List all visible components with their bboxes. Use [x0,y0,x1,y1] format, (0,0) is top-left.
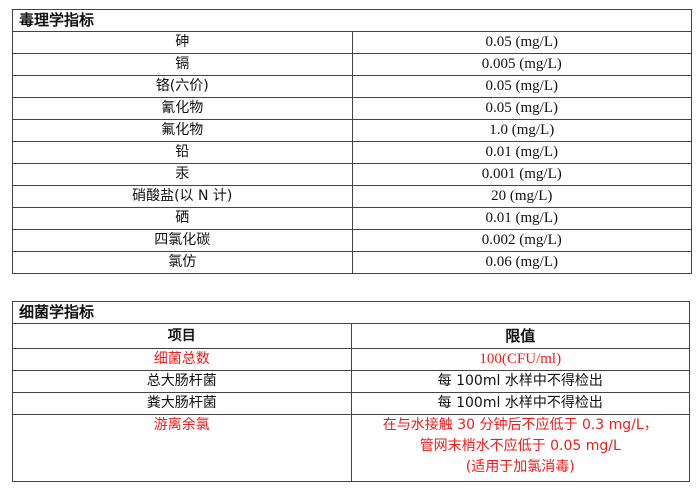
limit-cell: 每 100ml 水样中不得检出 [350,392,690,415]
limit-cell: 每 100ml 水样中不得检出 [350,370,690,393]
item-cell: 氰化物 [12,97,353,120]
limit-cell: 0.001 (mg/L) [351,163,692,186]
item-cell: 砷 [12,31,353,54]
limit-cell: 在与水接触 30 分钟后不应低于 0.3 mg/L， 管网末梢水不应低于 0.0… [350,414,690,482]
item-cell: 细菌总数 [12,348,352,371]
limit-cell: 0.01 (mg/L) [351,207,692,230]
limit-cell: 0.01 (mg/L) [351,141,692,164]
limit-cell: 0.06 (mg/L) [351,251,692,274]
table-row: 铬(六价) 0.05 (mg/L) [12,75,692,98]
item-cell: 镉 [12,53,353,76]
item-cell: 铬(六价) [12,75,353,98]
toxicology-table: 毒理学指标 砷 0.05 (mg/L) 镉 0.005 (mg/L) 铬(六价) 0.05… [12,9,692,274]
table-row: 氯仿 0.06 (mg/L) [12,251,692,274]
limit-cell: 1.0 (mg/L) [351,119,692,142]
table-row: 粪大肠杆菌每 100ml 水样中不得检出 [12,392,690,415]
item-cell: 总大肠杆菌 [12,370,352,393]
bacteriology-table: 细菌学指标 项目 限值 细菌总数 100(CFU/ml) 总大肠杆菌每 100ml … [12,301,690,482]
item-cell: 游离余氯 [12,414,352,482]
column-header-item: 项目 [12,323,352,349]
item-cell: 粪大肠杆菌 [12,392,352,415]
limit-cell: 0.05 (mg/L) [351,75,692,98]
item-cell: 四氯化碳 [12,229,353,252]
column-header-limit: 限值 [350,323,690,349]
limit-cell: 20 (mg/L) [351,185,692,208]
limit-cell: 0.05 (mg/L) [351,31,692,54]
limit-cell: 0.002 (mg/L) [351,229,692,252]
table-row: 硒 0.01 (mg/L) [12,207,692,230]
item-cell: 硒 [12,207,353,230]
limit-line: 管网末梢水不应低于 0.05 mg/L [419,438,621,454]
table-row: 细菌总数 100(CFU/ml) [12,348,690,371]
table-row: 四氯化碳 0.002 (mg/L) [12,229,692,252]
table-row: 铅 0.01 (mg/L) [12,141,692,164]
item-cell: 硝酸盐(以 N 计) [12,185,353,208]
table-row: 氟化物 1.0 (mg/L) [12,119,692,142]
table-row: 氰化物 0.05 (mg/L) [12,97,692,120]
limit-line: (适用于加氯消毒) [465,459,575,475]
table-row: 游离余氯 在与水接触 30 分钟后不应低于 0.3 mg/L， 管网末梢水不应低… [12,414,690,482]
item-cell: 氟化物 [12,119,353,142]
section-title: 细菌学指标 [12,301,690,324]
limit-cell: 0.05 (mg/L) [351,97,692,120]
table-row: 镉 0.005 (mg/L) [12,53,692,76]
table-row: 砷 0.05 (mg/L) [12,31,692,54]
table-row: 汞 0.001 (mg/L) [12,163,692,186]
table-row: 硝酸盐(以 N 计) 20 (mg/L) [12,185,692,208]
limit-cell: 0.005 (mg/L) [351,53,692,76]
item-cell: 铅 [12,141,353,164]
section-title: 毒理学指标 [12,9,692,32]
item-cell: 氯仿 [12,251,353,274]
limit-cell: 100(CFU/ml) [350,348,690,371]
item-cell: 汞 [12,163,353,186]
limit-line: 在与水接触 30 分钟后不应低于 0.3 mg/L， [382,417,658,433]
table-row: 总大肠杆菌每 100ml 水样中不得检出 [12,370,690,393]
